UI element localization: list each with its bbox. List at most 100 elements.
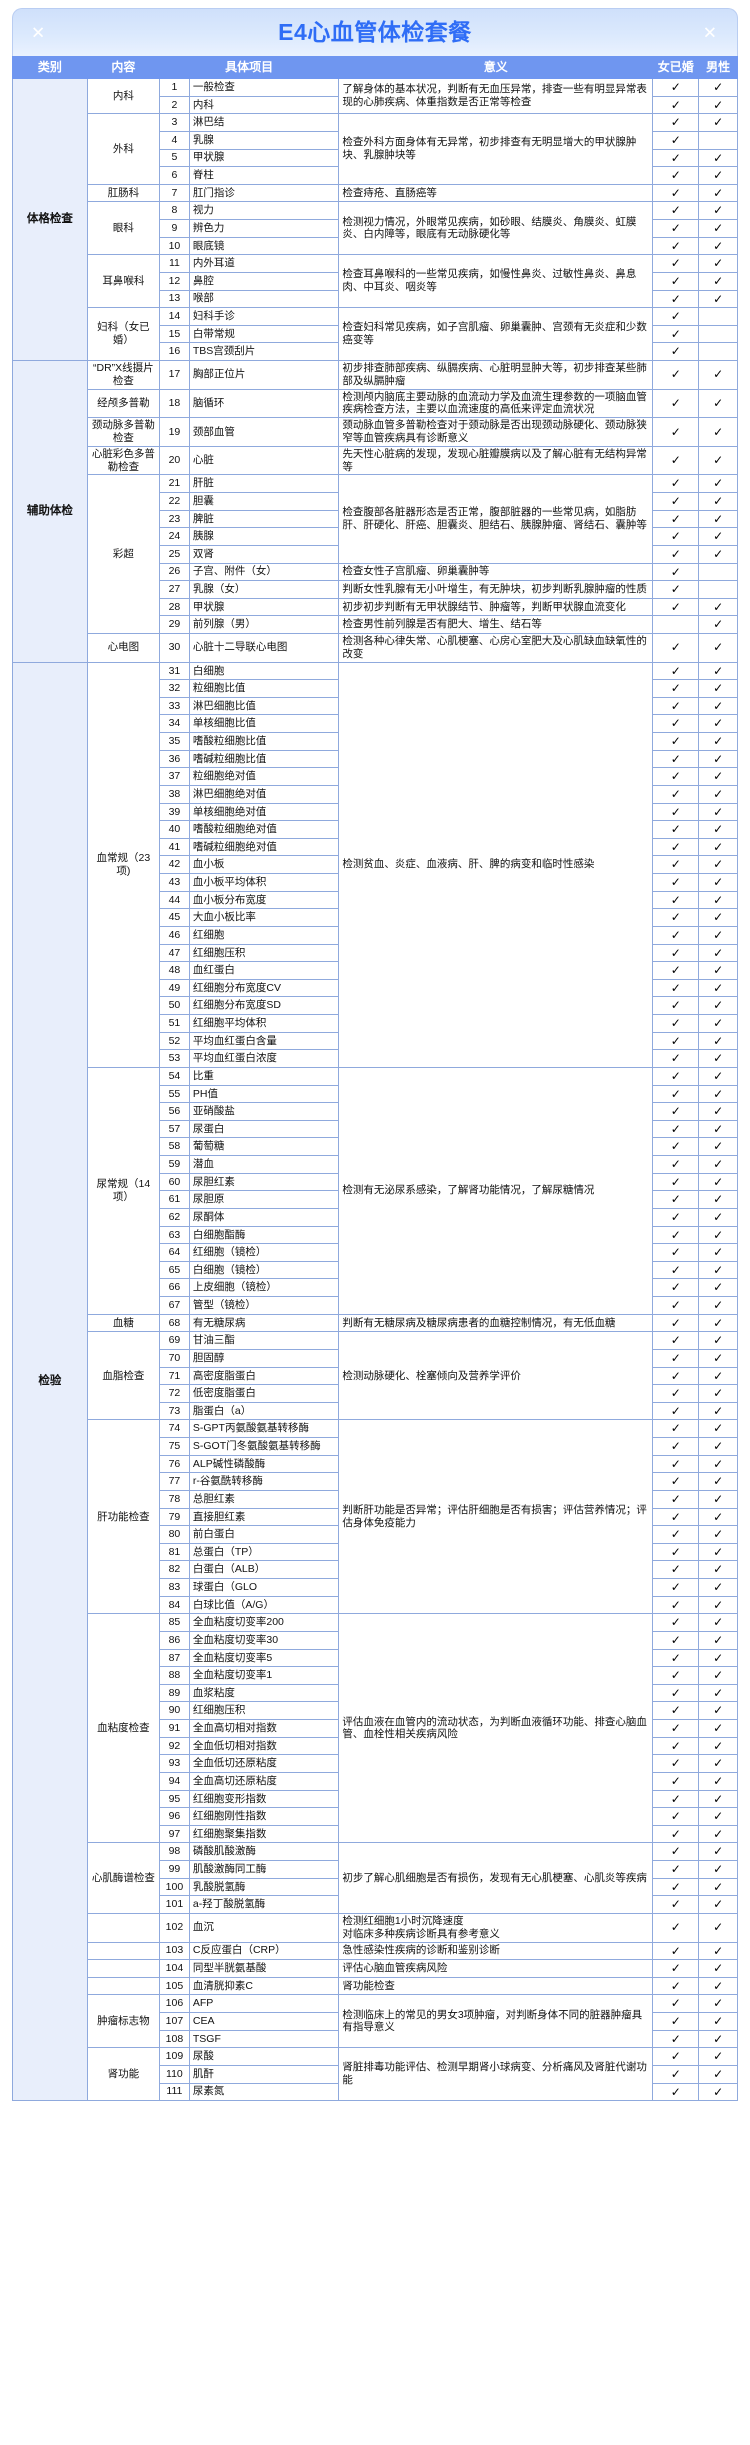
female-married-check[interactable]: ✓ xyxy=(652,324,700,344)
female-married-check[interactable]: ✓ xyxy=(652,219,700,238)
female-married-check[interactable]: ✓ xyxy=(652,148,700,168)
male-check[interactable]: ✓ xyxy=(698,855,738,875)
male-check[interactable]: ✓ xyxy=(698,1959,738,1978)
male-check[interactable]: ✓ xyxy=(698,1207,738,1227)
female-married-check[interactable]: ✓ xyxy=(652,1895,700,1914)
female-married-check[interactable]: ✓ xyxy=(652,1666,700,1685)
male-check[interactable]: ✓ xyxy=(698,219,738,238)
female-married-check[interactable]: ✓ xyxy=(652,417,700,447)
male-check[interactable]: ✓ xyxy=(698,254,738,273)
female-married-check[interactable]: ✓ xyxy=(652,544,700,564)
female-married-check[interactable]: ✓ xyxy=(652,130,700,150)
female-married-check[interactable]: ✓ xyxy=(652,837,700,857)
male-check[interactable]: ✓ xyxy=(698,732,738,751)
female-married-check[interactable]: ✓ xyxy=(652,633,700,663)
female-married-check[interactable]: ✓ xyxy=(652,908,700,927)
female-married-check[interactable]: ✓ xyxy=(652,1313,700,1333)
male-check[interactable]: ✓ xyxy=(698,2064,738,2084)
male-check[interactable]: ✓ xyxy=(698,1014,738,1033)
male-check[interactable]: ✓ xyxy=(698,925,738,945)
male-check[interactable]: ✓ xyxy=(698,1771,738,1791)
male-check[interactable]: ✓ xyxy=(698,271,738,291)
male-check[interactable]: ✓ xyxy=(698,1683,738,1703)
female-married-check[interactable]: ✓ xyxy=(652,1084,700,1104)
female-married-check[interactable]: ✓ xyxy=(652,1348,700,1368)
male-check[interactable]: ✓ xyxy=(698,1401,738,1421)
male-check[interactable]: ✓ xyxy=(698,873,738,892)
male-check[interactable] xyxy=(698,324,738,344)
female-married-check[interactable]: ✓ xyxy=(652,1437,700,1456)
male-check[interactable] xyxy=(698,342,738,361)
male-check[interactable]: ✓ xyxy=(698,2012,738,2031)
female-married-check[interactable]: ✓ xyxy=(652,307,700,326)
female-married-check[interactable]: ✓ xyxy=(652,2064,700,2084)
male-check[interactable]: ✓ xyxy=(698,1366,738,1386)
male-check[interactable]: ✓ xyxy=(698,1754,738,1773)
male-check[interactable]: ✓ xyxy=(698,1066,738,1086)
female-married-check[interactable]: ✓ xyxy=(652,360,700,390)
male-check[interactable]: ✓ xyxy=(698,1172,738,1192)
male-check[interactable]: ✓ xyxy=(698,474,738,493)
male-check[interactable]: ✓ xyxy=(698,1472,738,1491)
male-check[interactable]: ✓ xyxy=(698,1296,738,1315)
female-married-check[interactable]: ✓ xyxy=(652,1366,700,1386)
female-married-check[interactable]: ✓ xyxy=(652,1507,700,1527)
male-check[interactable]: ✓ xyxy=(698,113,738,132)
female-married-check[interactable]: ✓ xyxy=(652,2029,700,2049)
male-check[interactable]: ✓ xyxy=(698,1119,738,1139)
male-check[interactable]: ✓ xyxy=(698,78,738,97)
male-check[interactable] xyxy=(698,130,738,150)
female-married-check[interactable]: ✓ xyxy=(652,1578,700,1597)
female-married-check[interactable] xyxy=(652,615,700,634)
male-check[interactable]: ✓ xyxy=(698,633,738,663)
female-married-check[interactable]: ✓ xyxy=(652,890,700,910)
male-check[interactable]: ✓ xyxy=(698,1507,738,1527)
male-check[interactable]: ✓ xyxy=(698,1348,738,1368)
female-married-check[interactable]: ✓ xyxy=(652,1701,700,1721)
male-check[interactable]: ✓ xyxy=(698,696,738,716)
male-check[interactable]: ✓ xyxy=(698,802,738,822)
female-married-check[interactable]: ✓ xyxy=(652,474,700,493)
male-check[interactable]: ✓ xyxy=(698,2029,738,2049)
female-married-check[interactable]: ✓ xyxy=(652,802,700,822)
male-check[interactable]: ✓ xyxy=(698,996,738,1016)
male-check[interactable]: ✓ xyxy=(698,1031,738,1051)
male-check[interactable]: ✓ xyxy=(698,661,738,681)
male-check[interactable]: ✓ xyxy=(698,908,738,927)
male-check[interactable]: ✓ xyxy=(698,1789,738,1809)
female-married-check[interactable]: ✓ xyxy=(652,1155,700,1174)
female-married-check[interactable]: ✓ xyxy=(652,1331,700,1350)
male-check[interactable] xyxy=(698,580,738,599)
female-married-check[interactable]: ✓ xyxy=(652,597,700,617)
female-married-check[interactable]: ✓ xyxy=(652,388,700,419)
male-check[interactable]: ✓ xyxy=(698,1595,738,1615)
female-married-check[interactable]: ✓ xyxy=(652,1296,700,1315)
female-married-check[interactable]: ✓ xyxy=(652,289,700,309)
male-check[interactable]: ✓ xyxy=(698,1525,738,1544)
male-check[interactable]: ✓ xyxy=(698,1260,738,1280)
female-married-check[interactable]: ✓ xyxy=(652,1683,700,1703)
male-check[interactable]: ✓ xyxy=(698,1824,738,1844)
female-married-check[interactable]: ✓ xyxy=(652,1959,700,1978)
female-married-check[interactable]: ✓ xyxy=(652,1976,700,1996)
female-married-check[interactable]: ✓ xyxy=(652,2082,700,2102)
female-married-check[interactable]: ✓ xyxy=(652,78,700,97)
male-check[interactable]: ✓ xyxy=(698,1454,738,1474)
male-check[interactable]: ✓ xyxy=(698,749,738,769)
male-check[interactable]: ✓ xyxy=(698,961,738,980)
male-check[interactable]: ✓ xyxy=(698,1489,738,1509)
female-married-check[interactable]: ✓ xyxy=(652,580,700,599)
male-check[interactable]: ✓ xyxy=(698,509,738,529)
female-married-check[interactable]: ✓ xyxy=(652,1454,700,1474)
male-check[interactable]: ✓ xyxy=(698,201,738,220)
female-married-check[interactable]: ✓ xyxy=(652,2047,700,2066)
male-check[interactable]: ✓ xyxy=(698,820,738,839)
female-married-check[interactable]: ✓ xyxy=(652,562,700,582)
female-married-check[interactable]: ✓ xyxy=(652,1807,700,1826)
female-married-check[interactable]: ✓ xyxy=(652,820,700,839)
female-married-check[interactable]: ✓ xyxy=(652,714,700,734)
male-check[interactable]: ✓ xyxy=(698,148,738,168)
male-check[interactable] xyxy=(698,307,738,326)
male-check[interactable]: ✓ xyxy=(698,1313,738,1333)
close-icon-right[interactable]: ✕ xyxy=(702,23,717,42)
